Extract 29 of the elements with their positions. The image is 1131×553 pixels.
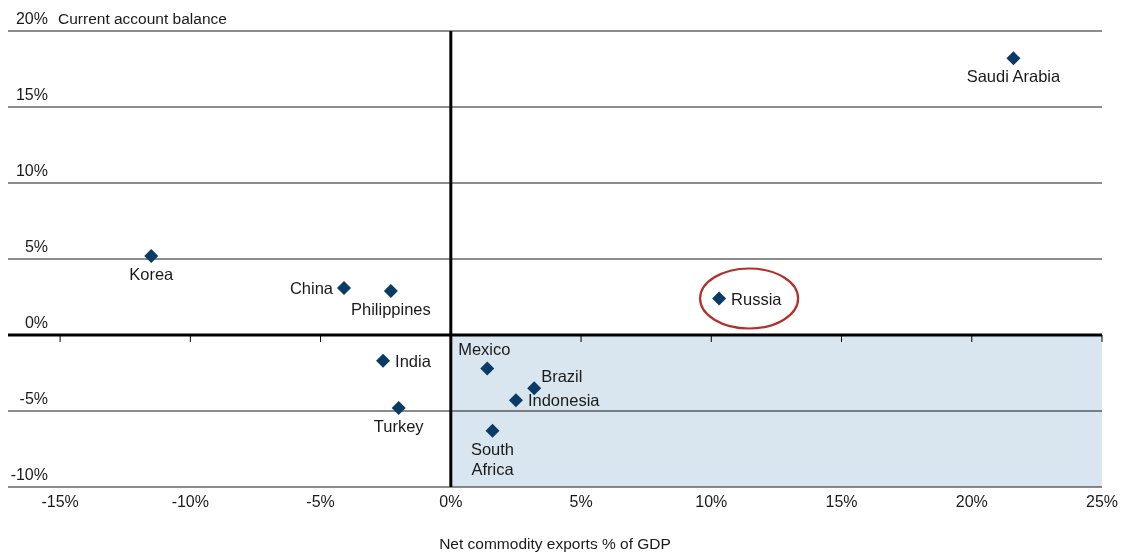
y-tick-label: 10% (15, 162, 48, 179)
series-label: South Africa (470, 439, 515, 478)
x-tick-label: 10% (695, 493, 728, 510)
series-label: Turkey (373, 416, 425, 435)
series-label: Brazil (541, 367, 583, 386)
x-tick-label: 5% (569, 493, 593, 510)
series-label: Korea (129, 264, 175, 283)
x-axis-title: Net commodity exports % of GDP (439, 535, 671, 552)
x-tick-label: -10% (171, 493, 210, 510)
x-tick-label: 15% (825, 493, 858, 510)
x-tick-label: -15% (41, 493, 79, 510)
series-label: Saudi Arabia (966, 67, 1062, 86)
series-label: China (289, 278, 334, 297)
series-label: Philippines (350, 299, 431, 318)
series-label: Indonesia (527, 391, 601, 410)
x-tick-label: 0% (439, 493, 463, 510)
y-tick-label: 5% (24, 238, 48, 255)
y-tick-label: 15% (15, 86, 48, 103)
series-label: India (395, 351, 432, 370)
y-axis-title: Current account balance (58, 10, 227, 27)
y-tick-label: 0% (24, 314, 48, 331)
y-tick-label: 20% (15, 10, 48, 27)
x-tick-label: -5% (306, 493, 335, 510)
x-tick-label: 25% (1085, 493, 1119, 510)
series-label: Mexico (458, 340, 511, 359)
y-tick-label: -10% (10, 466, 48, 483)
x-tick-label: 20% (955, 493, 988, 510)
y-tick-label: -5% (19, 390, 48, 407)
series-label: Russia (731, 289, 783, 308)
